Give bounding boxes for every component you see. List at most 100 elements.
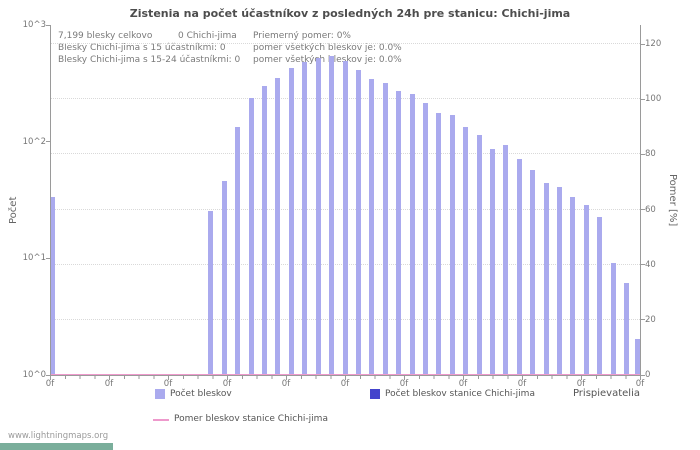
bar [275,77,281,374]
stats-block: 7,199 blesky celkovo 0 Chichi-jima Priemer… [58,30,402,66]
legend-label-ratio: Pomer bleskov stanice Chichi-jima [174,414,328,424]
bar [262,85,268,374]
plot-area: 7,199 blesky celkovo 0 Chichi-jima Priemer… [50,25,640,375]
x-tickmark [227,375,228,380]
y-right-tickmark [641,209,645,210]
y-axis-left-line [50,25,51,376]
y-right-tick-label: 120 [645,39,662,49]
watermark: www.lightningmaps.org [8,431,109,441]
x-tick-label: 0f [222,379,232,389]
y-left-tick-label: 10^1 [22,253,46,264]
x-tick-label: 0f [399,379,409,389]
bar [557,187,563,374]
y-left-tick-label: 10^3 [22,20,46,30]
x-tickmark [522,375,523,380]
y-right-tick-label: 100 [645,94,662,105]
x-tickmark [50,375,51,380]
bar [302,61,308,374]
station-strikes-text: 0 Chichi-jima [178,31,237,41]
bar [355,70,361,374]
bar [315,57,321,374]
x-tickmark [345,375,346,380]
x-tickmark [109,375,110,380]
legend-swatch-station-count [370,389,380,399]
chart-title: Zistenia na počet účastníkov z poslednýc… [129,7,571,20]
y-right-tick-label: 40 [645,259,656,270]
stats-line-3: Blesky Chichi-jima s 15-24 účastníkmi: 0… [58,54,402,66]
x-tick-label: 0f [104,379,114,389]
x-tickmark [286,375,287,380]
bar [490,148,495,374]
x-tickmark [404,375,405,380]
bar [422,103,428,374]
x-tickmark [463,375,464,380]
bar [635,338,640,374]
y-right-tickmark [641,374,645,376]
bar [288,67,294,374]
y-right-tickmark [641,98,645,100]
bar [530,170,536,374]
x-tick-label: 0f [635,379,645,389]
stats-line-2: Blesky Chichi-jima s 15 účastníkmi: 0 pom… [58,42,402,54]
y-axis-left-title: Počet [8,196,19,224]
y-right-tick-label: 60 [645,204,656,215]
bar [503,144,509,374]
bar [208,210,214,374]
bar [235,127,241,374]
x-tick-label: 0f [281,379,291,389]
bar [610,262,616,374]
ratio-line [50,374,640,375]
ratio-15-24-text: pomer všetkých bleskov je: 0.0% [253,55,402,65]
bar [583,205,589,374]
bar [570,196,576,374]
strikes-15-text: Blesky Chichi-jima s 15 účastníkmi: 0 [58,43,226,53]
legend-label-station-count: Počet bleskov stanice Chichi-jima [385,389,535,399]
y-right-tick-label: 0 [645,370,651,380]
bar [342,61,348,374]
bar [409,94,415,374]
bar [248,98,254,374]
footer-strip [0,443,113,450]
bar [543,183,549,374]
y-axis-right-line [640,25,641,376]
legend-swatch-count [155,389,165,399]
y-left-tickmark [46,24,50,26]
y-axis-right-title: Pomer [%] [667,174,678,227]
bar [476,134,482,374]
bar [516,158,522,374]
x-tickmark [640,375,641,380]
bar [436,113,442,374]
y-left-tickmark [46,257,50,259]
strikes-15-24-text: Blesky Chichi-jima s 15-24 účastníkmi: 0 [58,55,241,65]
y-right-tickmark [641,43,645,45]
bar [396,91,402,374]
x-tick-label: 0f [163,379,173,389]
x-axis-title: Prispievatelia [572,388,640,399]
x-tickmark [168,375,169,380]
y-left-tick-label: 10^2 [22,136,46,147]
x-tick-label: 0f [458,379,468,389]
x-tick-label: 0f [517,379,527,389]
legend-line-ratio [153,419,169,421]
y-right-tickmark [641,319,645,321]
y-left-tick-label: 10^0 [22,370,46,380]
gridline [50,43,640,44]
x-tick-label: 0f [576,379,586,389]
bar [329,56,335,374]
bar [369,79,375,374]
y-right-tick-label: 80 [645,149,656,160]
y-left-tickmark [46,374,50,376]
average-ratio-text: Priemerný pomer: 0% [253,31,351,41]
legend-label-count: Počet bleskov [170,389,232,399]
y-right-tick-label: 20 [645,314,656,325]
total-strikes-text: 7,199 blesky celkovo [58,31,153,41]
stats-line-1: 7,199 blesky celkovo 0 Chichi-jima Priemer… [58,30,402,42]
bar [50,196,55,374]
bar [624,283,630,374]
y-right-tickmark [641,264,645,266]
ratio-15-text: pomer všetkých bleskov je: 0.0% [253,43,402,53]
y-right-tickmark [641,153,645,155]
y-left-tickmark [46,141,50,143]
x-tick-label: 0f [340,379,350,389]
